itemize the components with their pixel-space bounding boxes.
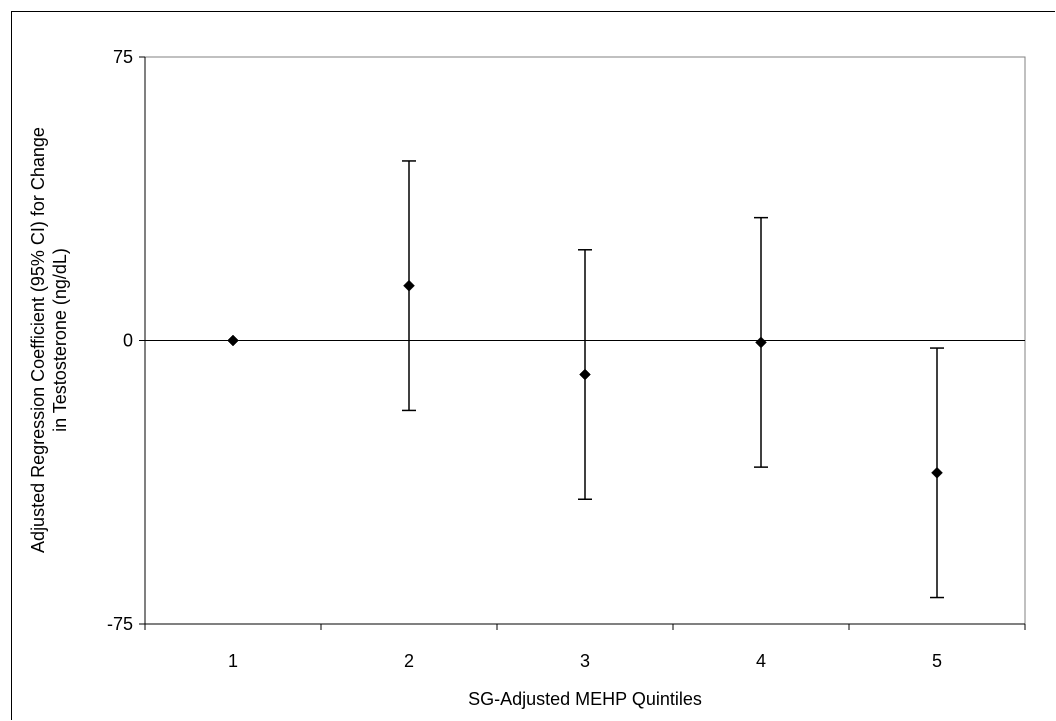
x-tick-label: 1 <box>228 651 238 671</box>
y-axis-label-line-2: in Testosterone (ng/dL) <box>50 248 70 432</box>
x-axis-label: SG-Adjusted MEHP Quintiles <box>468 689 702 709</box>
x-tick-label: 5 <box>932 651 942 671</box>
y-tick-label: 75 <box>113 47 133 67</box>
y-tick-label: 0 <box>123 331 133 351</box>
x-tick-label: 3 <box>580 651 590 671</box>
y-axis-label: Adjusted Regression Coefficient (95% CI)… <box>27 60 71 620</box>
y-tick-label: -75 <box>107 614 133 634</box>
data-point-marker <box>755 336 767 349</box>
chart-frame <box>11 11 1055 720</box>
data-point-marker <box>579 368 591 381</box>
x-tick-label: 4 <box>756 651 766 671</box>
data-point-marker <box>931 466 943 479</box>
x-tick-label: 2 <box>404 651 414 671</box>
y-axis-label-line-1: Adjusted Regression Coefficient (95% CI)… <box>28 127 48 553</box>
data-point-marker <box>403 279 415 292</box>
data-point-marker <box>227 334 239 347</box>
